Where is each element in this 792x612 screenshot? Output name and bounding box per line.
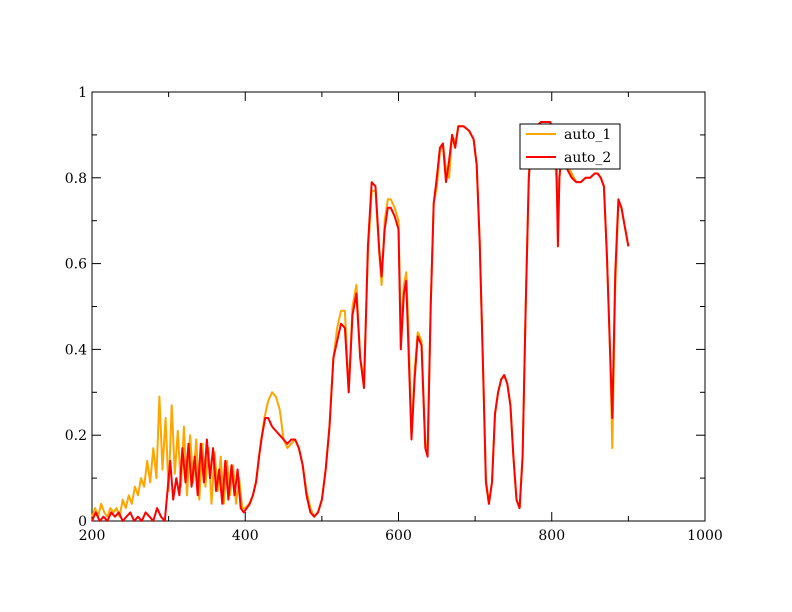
x-tick-label: 600 <box>385 528 412 544</box>
x-tick-label: 800 <box>538 528 565 544</box>
y-tick-label: 0 <box>78 514 87 530</box>
legend-label-auto-1: auto_1 <box>564 127 611 143</box>
y-tick-label: 0.2 <box>65 428 87 444</box>
x-tick-label: 400 <box>232 528 259 544</box>
legend: auto_1 auto_2 <box>519 123 621 170</box>
y-tick-label: 1 <box>78 85 87 101</box>
y-tick-label: 0.4 <box>65 342 87 358</box>
x-tick-label: 1000 <box>687 528 723 544</box>
legend-box <box>519 123 621 170</box>
y-tick-label: 0.6 <box>65 257 87 273</box>
legend-label-auto-2: auto_2 <box>564 150 611 166</box>
axes: 200 400 600 800 1000 0 0.2 0.4 0.6 0.8 1 <box>65 85 723 544</box>
y-tick-label: 0.8 <box>65 171 87 187</box>
x-tick-label: 200 <box>79 528 106 544</box>
